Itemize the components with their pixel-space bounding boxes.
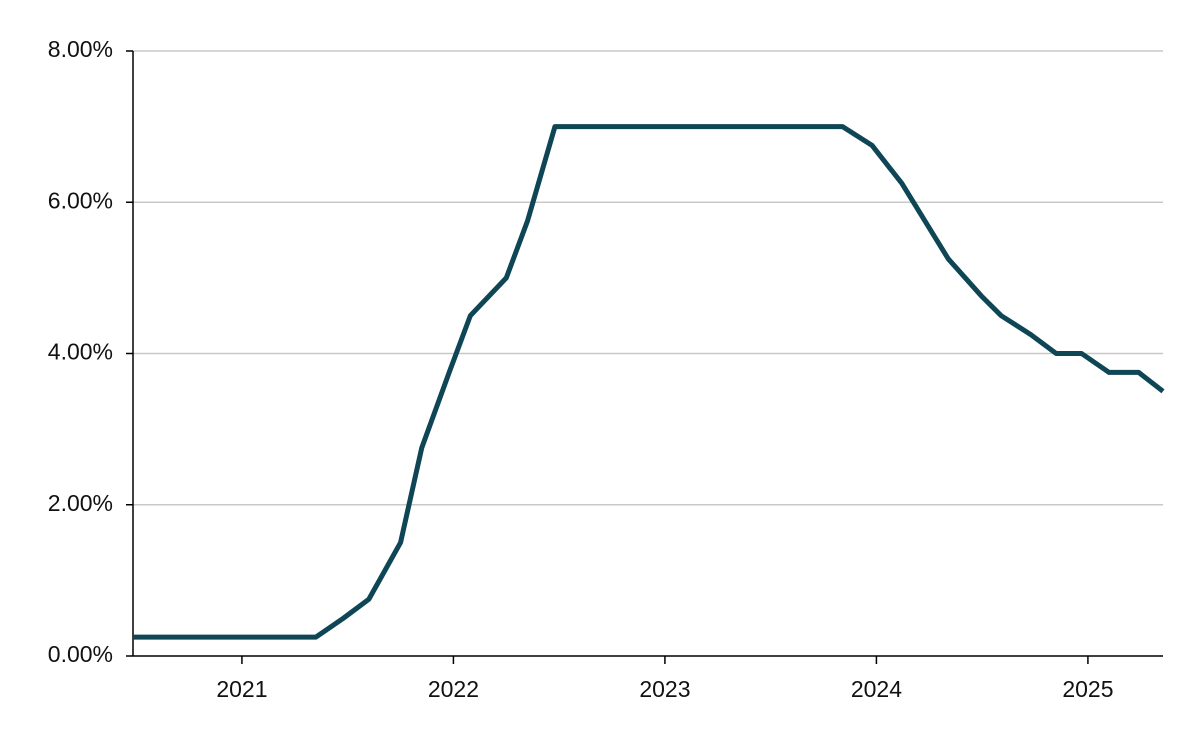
x-tick-label: 2021 <box>216 676 267 702</box>
x-tick-label: 2024 <box>851 676 902 702</box>
x-tick-label: 2025 <box>1062 676 1113 702</box>
y-tick-label: 8.00% <box>48 36 113 62</box>
x-tick-label: 2022 <box>428 676 479 702</box>
y-tick-label: 0.00% <box>48 641 113 667</box>
y-tick-label: 6.00% <box>48 187 113 213</box>
line <box>133 124 1165 640</box>
y-tick-label: 2.00% <box>48 490 113 516</box>
x-tick-label: 2023 <box>639 676 690 702</box>
y-tick-label: 4.00% <box>48 339 113 365</box>
